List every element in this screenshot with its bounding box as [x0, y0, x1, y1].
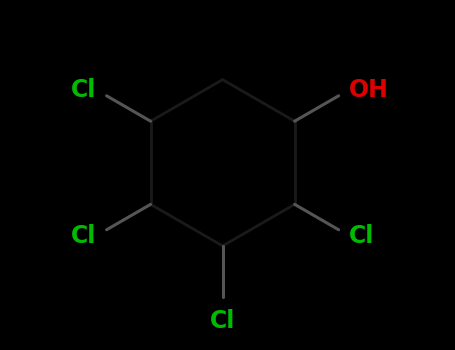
Text: Cl: Cl: [210, 308, 235, 332]
Text: OH: OH: [349, 78, 389, 102]
Text: Cl: Cl: [349, 224, 374, 248]
Text: Cl: Cl: [71, 224, 96, 248]
Text: Cl: Cl: [71, 78, 96, 102]
